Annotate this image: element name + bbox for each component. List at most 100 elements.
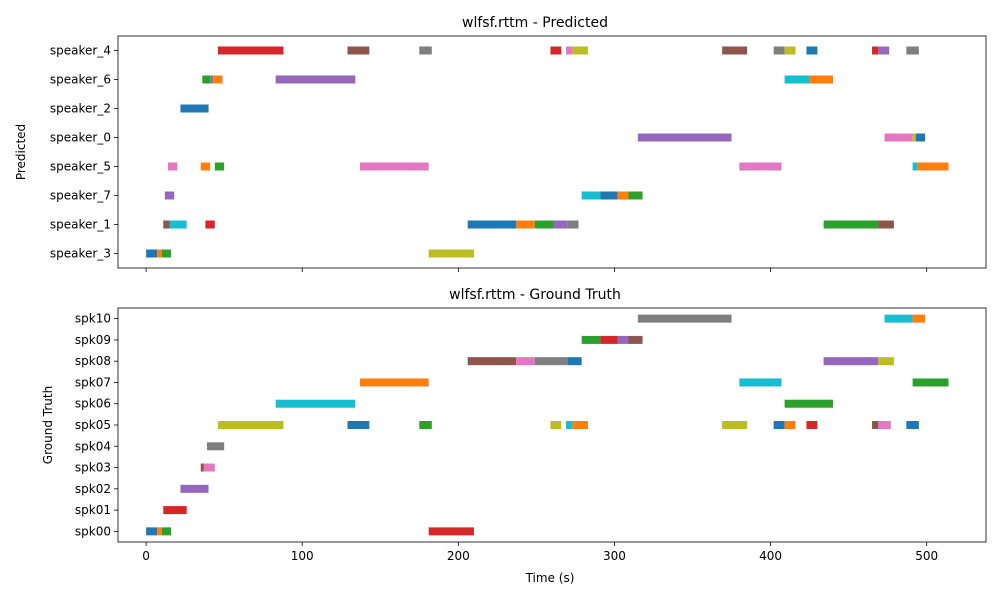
ground-truth-ytick-label: spk04	[75, 439, 111, 453]
predicted-ytick-label: speaker_7	[50, 189, 111, 203]
segment-spk00	[146, 527, 158, 536]
segment-spk10	[637, 314, 732, 323]
predicted-ytick-label: speaker_6	[50, 73, 111, 87]
segment-spk05	[217, 421, 284, 429]
ground-truth-xtick-label: 400	[759, 549, 782, 563]
segment-spk02	[180, 484, 209, 493]
segment-speaker_0	[884, 133, 913, 142]
segment-spk01	[163, 506, 187, 515]
segment-speaker_4	[872, 46, 879, 55]
segment-spk05	[419, 421, 432, 429]
predicted-ytick-label: speaker_0	[50, 131, 111, 145]
ground-truth-ytick-label: spk08	[75, 354, 111, 368]
segment-speaker_6	[275, 75, 356, 84]
segment-speaker_3	[157, 249, 162, 258]
ground-truth-title: wlfsf.rttm - Ground Truth	[449, 287, 621, 303]
segment-speaker_4	[784, 46, 796, 55]
segment-spk05	[572, 421, 588, 429]
predicted-ytick-label: speaker_4	[50, 44, 111, 58]
segment-spk05	[550, 421, 562, 429]
predicted-segments	[146, 46, 949, 258]
ground-truth-panel: wlfsf.rttm - Ground Truth Ground Truth s…	[41, 287, 987, 585]
segment-speaker_4	[906, 46, 919, 55]
segment-speaker_3	[428, 249, 474, 258]
segment-spk00	[428, 527, 474, 536]
predicted-ytick-label: speaker_3	[50, 247, 111, 261]
segment-speaker_4	[550, 46, 562, 55]
segment-spk05	[872, 421, 879, 429]
ground-truth-ytick-label: spk02	[75, 482, 111, 496]
ground-truth-ytick-label: spk05	[75, 418, 111, 432]
segment-spk05	[806, 421, 818, 429]
segment-spk05	[784, 421, 796, 429]
ground-truth-xtick-label: 0	[142, 549, 150, 563]
segment-spk03	[203, 463, 215, 472]
segment-spk08	[878, 357, 894, 366]
segment-speaker_6	[210, 75, 214, 84]
segment-spk09	[628, 335, 643, 344]
ground-truth-xtick-label: 500	[915, 549, 938, 563]
segment-speaker_6	[809, 75, 834, 84]
segment-speaker_5	[200, 162, 211, 171]
segment-spk00	[157, 527, 162, 536]
segment-speaker_4	[419, 46, 432, 55]
segment-speaker_3	[146, 249, 158, 258]
segment-spk00	[161, 527, 172, 536]
ground-truth-ytick-label: spk07	[75, 375, 111, 389]
segment-spk08	[467, 357, 517, 366]
segment-spk08	[534, 357, 568, 366]
segment-speaker_5	[214, 162, 225, 171]
segment-speaker_1	[467, 220, 517, 229]
segment-speaker_7	[164, 191, 175, 200]
segment-speaker_5	[739, 162, 782, 171]
ground-truth-ytick-label: spk01	[75, 503, 111, 517]
segment-speaker_1	[205, 220, 215, 229]
segment-speaker_1	[567, 220, 579, 229]
segment-spk09	[617, 335, 629, 344]
segment-spk05	[773, 421, 785, 429]
predicted-ytick-label: speaker_2	[50, 102, 111, 116]
predicted-panel: wlfsf.rttm - Predicted Predicted speaker…	[14, 15, 987, 272]
ground-truth-xtick-label: 200	[447, 549, 470, 563]
segment-spk07	[739, 378, 782, 387]
segment-spk05	[906, 421, 919, 429]
predicted-yticks: speaker_4 speaker_6 speaker_2 speaker_0spea…	[50, 44, 118, 261]
ground-truth-xtick-label: 100	[291, 549, 314, 563]
segment-speaker_2	[180, 104, 209, 113]
segment-speaker_5	[917, 162, 949, 171]
ground-truth-xlabel: Time (s)	[525, 571, 575, 585]
ground-truth-ytick-label: spk09	[75, 333, 111, 347]
segment-speaker_1	[878, 220, 894, 229]
segment-speaker_5	[167, 162, 178, 171]
predicted-ylabel: Predicted	[14, 124, 28, 180]
segment-speaker_7	[617, 191, 629, 200]
ground-truth-ytick-label: spk00	[75, 524, 111, 538]
segment-speaker_4	[773, 46, 785, 55]
segment-spk08	[516, 357, 535, 366]
segment-speaker_1	[823, 220, 879, 229]
ground-truth-plot-frame	[117, 307, 987, 543]
predicted-plot-frame	[117, 35, 987, 269]
segment-spk03	[200, 463, 204, 472]
ground-truth-yticks: spk10 spk09 spk08 spk07 spk06 spk05 spk04 spk03…	[75, 312, 118, 538]
predicted-ytick-label: speaker_1	[50, 218, 111, 232]
segment-spk05	[566, 421, 573, 429]
segment-speaker_4	[217, 46, 284, 55]
segment-spk10	[884, 314, 913, 323]
segment-spk05	[347, 421, 370, 429]
segment-spk09	[581, 335, 601, 344]
predicted-ytick-label: speaker_5	[50, 160, 111, 174]
segment-speaker_4	[572, 46, 588, 55]
segment-speaker_4	[806, 46, 818, 55]
segment-speaker_4	[566, 46, 573, 55]
segment-speaker_1	[169, 220, 187, 229]
segment-spk06	[275, 399, 356, 408]
segment-speaker_5	[359, 162, 429, 171]
segment-spk09	[600, 335, 618, 344]
predicted-title: wlfsf.rttm - Predicted	[462, 15, 608, 31]
segment-spk05	[878, 421, 891, 429]
segment-spk08	[823, 357, 879, 366]
segment-speaker_1	[553, 220, 568, 229]
ground-truth-xticks: 0 100 200 300 400 500	[142, 542, 938, 563]
